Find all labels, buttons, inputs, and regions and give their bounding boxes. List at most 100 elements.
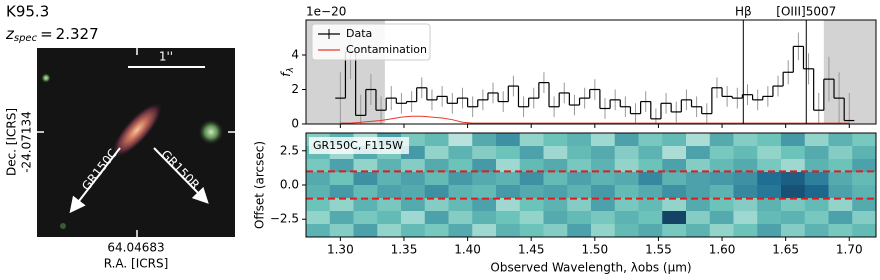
heat-cell [757, 159, 782, 173]
heat-cell [852, 224, 876, 237]
heat-cell [662, 198, 687, 212]
heat-cell [852, 159, 876, 173]
heat-cell [401, 159, 426, 173]
heat-cell [306, 198, 331, 212]
heat-cell [567, 146, 592, 160]
heat-cell [567, 185, 592, 199]
heat-cell [472, 224, 497, 237]
heat-cell [638, 224, 663, 237]
heat-cell [377, 159, 402, 173]
x-tick-label: 1.65 [772, 243, 799, 257]
heat-cell [781, 185, 806, 199]
redshift: zspec = 2.327 [5, 25, 99, 45]
x-tick-label: 1.35 [391, 243, 418, 257]
heat-cell [662, 185, 687, 199]
masked-region [823, 20, 876, 124]
heat-cell [804, 146, 829, 160]
heat-cell [329, 211, 354, 225]
heat-cell [353, 185, 378, 199]
heat-cell [543, 224, 568, 237]
heat-cell [686, 172, 711, 186]
heat-cell [852, 185, 876, 199]
heat-cell [828, 211, 853, 225]
heat-cell [781, 133, 806, 147]
heat-cell [472, 133, 497, 147]
heat-cell [757, 185, 782, 199]
heat-cell [757, 198, 782, 212]
heat-cell [828, 185, 853, 199]
heat-cell [543, 172, 568, 186]
heat-cell [614, 198, 639, 212]
heat-cell [733, 133, 758, 147]
heat-cell [828, 198, 853, 212]
heat-cell [496, 146, 521, 160]
heat-cell [781, 211, 806, 225]
heat-cell [828, 159, 853, 173]
heat-cell [828, 172, 853, 186]
heat-cell [496, 224, 521, 237]
heat-cell [709, 211, 734, 225]
heat-cell [733, 146, 758, 160]
heat-cell [543, 185, 568, 199]
heat-cell [614, 133, 639, 147]
heat-cell [709, 172, 734, 186]
x-axis-label: Observed Wavelength, λobs (μm) [490, 261, 691, 275]
heat-cell [804, 211, 829, 225]
heat-cell [543, 211, 568, 225]
neighbor [60, 223, 66, 229]
heat-cell [709, 198, 734, 212]
offset-text: 1e−20 [306, 5, 346, 19]
heat-cell [852, 146, 876, 160]
heat-cell [828, 133, 853, 147]
heat-cell [329, 172, 354, 186]
heat-cell [638, 198, 663, 212]
heat-cell [852, 211, 876, 225]
heat-cell [638, 133, 663, 147]
heat-cell [852, 198, 876, 212]
heat-cell [781, 159, 806, 173]
heat-cell [567, 224, 592, 237]
heat-cell [709, 159, 734, 173]
heat-cell [448, 159, 473, 173]
heat-cell [733, 159, 758, 173]
heat-cell [638, 211, 663, 225]
heat-cell [828, 224, 853, 237]
heat-cell [448, 198, 473, 212]
y-tick-label: −2.5 [270, 212, 299, 226]
heat-cell [662, 133, 687, 147]
y-tick-label: 2.5 [280, 143, 299, 157]
heat-cell [377, 211, 402, 225]
heat-cell [733, 172, 758, 186]
heat-cell [638, 185, 663, 199]
heat-cell [614, 185, 639, 199]
heat-cell [757, 133, 782, 147]
heat-cell [424, 224, 449, 237]
heat-cell [591, 185, 616, 199]
heat-cell [448, 185, 473, 199]
heat-cell [424, 146, 449, 160]
heat-cell [424, 172, 449, 186]
heat-cell [306, 159, 331, 173]
heat-cell [781, 172, 806, 186]
emission-line-label: [OIII]5007 [776, 5, 836, 19]
y-axis-label: Offset (arcsec) [253, 141, 267, 229]
heat-cell [519, 159, 544, 173]
x-tick-label: 1.55 [645, 243, 672, 257]
heat-cell [638, 146, 663, 160]
heat-cell [804, 224, 829, 237]
heat-cell [662, 211, 687, 225]
panel-label: GR150C, F115W [313, 139, 403, 152]
heat-cell [638, 172, 663, 186]
scalebar-label: 1'' [159, 50, 173, 64]
heat-cell [519, 224, 544, 237]
heat-cell [757, 211, 782, 225]
heat-cell [591, 198, 616, 212]
heat-cell [804, 159, 829, 173]
heat-cell [353, 159, 378, 173]
heat-cell [733, 185, 758, 199]
heat-cell [686, 159, 711, 173]
axes-frame [305, 19, 877, 125]
x-tick-label: 64.04683 [107, 241, 164, 255]
heat-cell [424, 133, 449, 147]
